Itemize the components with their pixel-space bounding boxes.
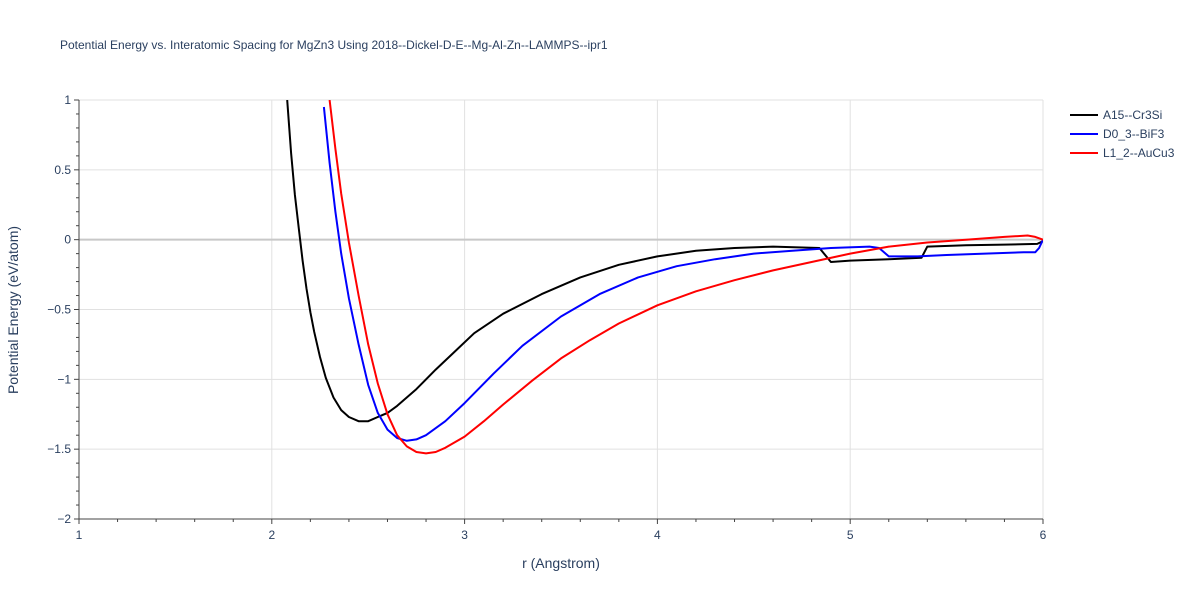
series-line-l1-2-aucu3 (328, 100, 1043, 455)
grid-layer (79, 99, 1044, 519)
series-line-a15-cr3si (286, 100, 1043, 423)
axes-layer: 1 2 3 4 5 6 −2 −1.5 −1 −0.5 0 0.5 1 (47, 93, 1046, 542)
legend-item-d0-3-bif3[interactable]: D0_3--BiF3 (1070, 127, 1165, 141)
y-tick-label: −1 (57, 372, 71, 386)
y-tick-label: 0 (64, 233, 71, 247)
series-layer (286, 100, 1043, 455)
legend-label: D0_3--BiF3 (1103, 127, 1165, 141)
x-tick-label: 6 (1040, 528, 1047, 542)
x-tick-label: 1 (76, 528, 83, 542)
y-axis-title: Potential Energy (eV/atom) (5, 226, 21, 394)
legend-item-a15-cr3si[interactable]: A15--Cr3Si (1070, 108, 1162, 122)
x-tick-label: 4 (654, 528, 661, 542)
y-tick-label: 1 (64, 93, 71, 107)
legend-item-l1-2-aucu3[interactable]: L1_2--AuCu3 (1070, 146, 1175, 160)
x-tick-label: 3 (461, 528, 468, 542)
y-tick-label: −0.5 (47, 303, 71, 317)
x-axis-title: r (Angstrom) (522, 555, 600, 571)
x-tick-label: 2 (268, 528, 275, 542)
legend-label: L1_2--AuCu3 (1103, 146, 1175, 160)
y-tick-label: 0.5 (54, 163, 71, 177)
legend[interactable]: A15--Cr3Si D0_3--BiF3 L1_2--AuCu3 (1070, 108, 1175, 160)
legend-label: A15--Cr3Si (1103, 108, 1162, 122)
series-line-d0-3-bif3 (322, 106, 1043, 442)
y-tick-label: −2 (57, 512, 71, 526)
y-tick-label: −1.5 (47, 442, 71, 456)
chart-title: Potential Energy vs. Interatomic Spacing… (60, 38, 608, 52)
x-tick-label: 5 (847, 528, 854, 542)
